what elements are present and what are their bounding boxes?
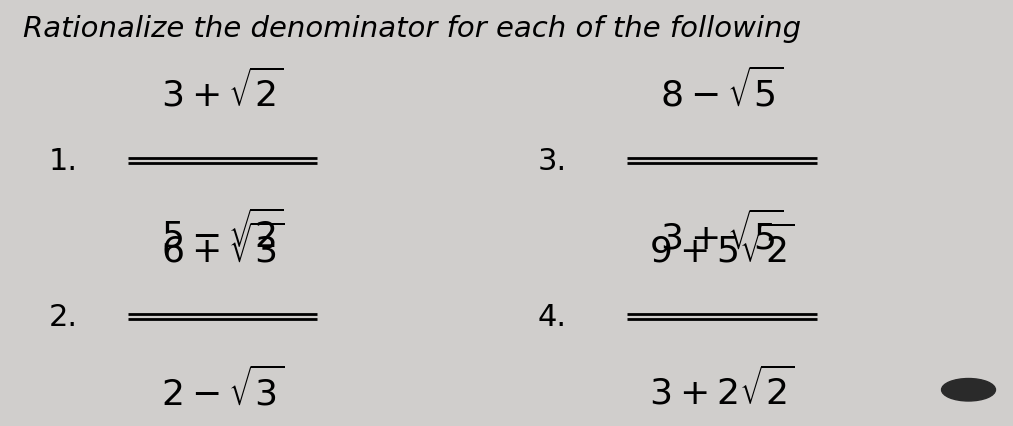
Text: $8-\sqrt{5}$: $8-\sqrt{5}$ <box>660 68 783 113</box>
Text: $3+\sqrt{5}$: $3+\sqrt{5}$ <box>660 211 783 256</box>
Text: $3+2\sqrt{2}$: $3+2\sqrt{2}$ <box>649 367 794 411</box>
Text: 1.: 1. <box>49 147 78 176</box>
Text: $3+\sqrt{2}$: $3+\sqrt{2}$ <box>161 69 284 113</box>
Text: $5-\sqrt{2}$: $5-\sqrt{2}$ <box>161 211 284 255</box>
Text: 4.: 4. <box>538 303 567 332</box>
Text: $9+5\sqrt{2}$: $9+5\sqrt{2}$ <box>649 225 794 269</box>
Text: $2-\sqrt{3}$: $2-\sqrt{3}$ <box>161 367 284 412</box>
Text: $6+\sqrt{3}$: $6+\sqrt{3}$ <box>161 224 284 269</box>
Text: 3.: 3. <box>538 147 567 176</box>
Text: 2.: 2. <box>49 303 78 332</box>
Text: Rationalize the denominator for each of the following: Rationalize the denominator for each of … <box>22 15 801 43</box>
Circle shape <box>941 379 996 401</box>
